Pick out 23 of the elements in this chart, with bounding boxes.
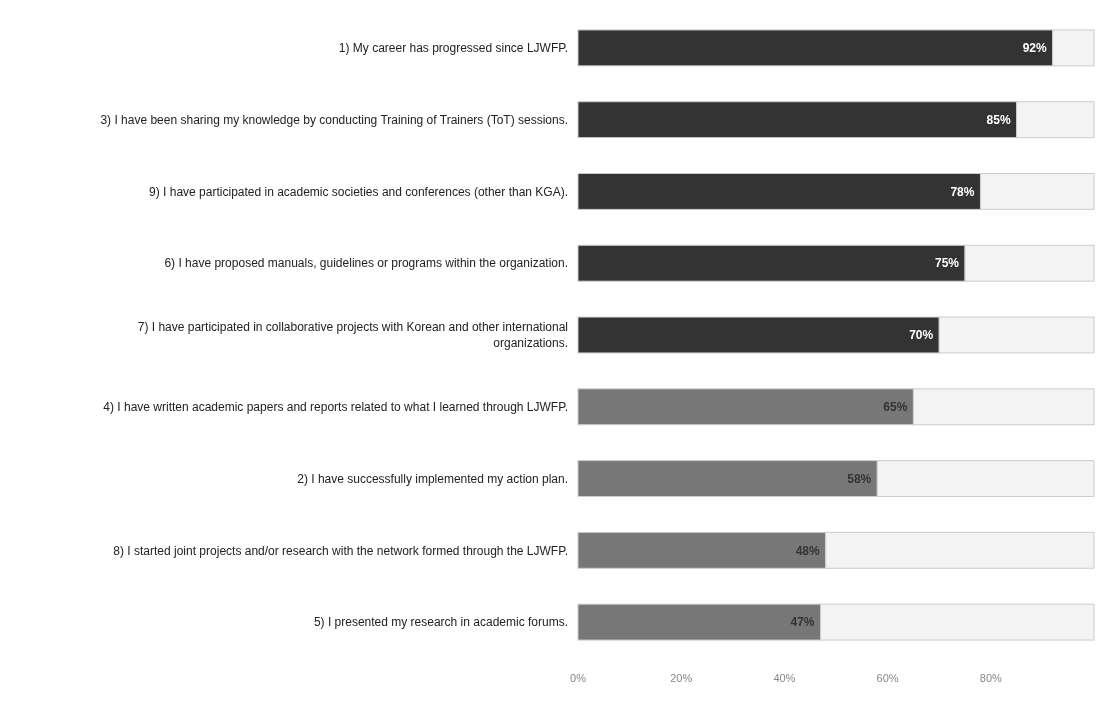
y-tick-label: 8) I started joint projects and/or research with the network formed through the LJWFP.	[113, 543, 568, 558]
y-tick-label: 4) I have written academic papers and reports related to what I learned through LJWFP.	[103, 399, 568, 414]
data-label: 48%	[795, 543, 820, 558]
y-tick-label: 7) I have participated in collaborative projects with Korean and other international organizations.	[137, 320, 568, 351]
y-tick-label: 6) I have proposed manuals, guidelines or programs within the organization.	[164, 256, 568, 271]
data-label: 92%	[1022, 41, 1048, 56]
x-tick-label: 40%	[773, 672, 796, 684]
data-label: 65%	[883, 399, 908, 414]
x-tick-label: 20%	[670, 672, 693, 684]
data-label: 47%	[790, 615, 815, 630]
x-tick-label: 60%	[876, 672, 899, 684]
data-label: 58%	[847, 471, 872, 486]
x-tick-label: 80%	[979, 672, 1003, 684]
y-tick-label: 3) I have been sharing my knowledge by conducting Training of Trainers (ToT) sessions.	[100, 112, 568, 127]
y-tick-label: 5) I presented my research in academic forums.	[313, 615, 568, 630]
x-tick-label: 0%	[570, 672, 587, 684]
data-label: 78%	[950, 184, 975, 199]
y-tick-label: 1) My career has progressed since LJWFP.	[338, 41, 568, 56]
data-label: 75%	[934, 256, 960, 271]
data-label: 70%	[909, 328, 934, 343]
y-tick-label: 2) I have successfully implemented my action plan.	[297, 471, 568, 486]
data-label: 85%	[986, 112, 1011, 127]
y-tick-label: 9) I have participated in academic societies and conferences (other than KGA).	[149, 184, 568, 199]
